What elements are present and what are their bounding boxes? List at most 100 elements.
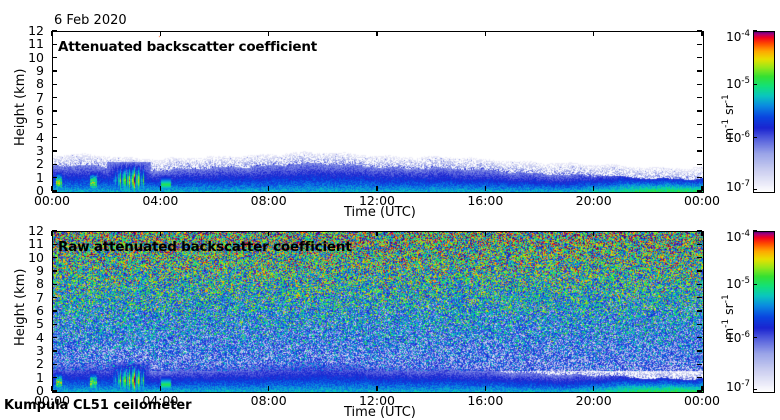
y-tick-p1-4 — [52, 137, 57, 139]
x-tick-label-p2-8: 08:00 — [250, 393, 287, 408]
x-tick-top-p2-12 — [376, 231, 378, 236]
colorbar-tick-label-cb1--6: 10-6 — [726, 129, 750, 145]
x-tick-p1-12 — [376, 186, 378, 191]
x-tick-top-p2-0 — [51, 231, 53, 236]
y-tick-p2-9 — [52, 270, 57, 272]
x-tick-label-p1-4: 04:00 — [142, 193, 179, 208]
y-tick-label-p1-0: 0 — [36, 183, 44, 198]
colorbar-tick-cb1--6 — [753, 137, 757, 139]
x-tick-p2-0 — [51, 386, 53, 391]
y-tick-p2-4 — [52, 337, 57, 339]
colorbar-panel1 — [753, 31, 775, 193]
colorbar-tick-label-cb1--7: 10-7 — [726, 179, 750, 194]
y-tick-label-p1-7: 7 — [36, 89, 44, 105]
x-tick-top-p1-16 — [484, 31, 486, 36]
date-label: 6 Feb 2020 — [54, 13, 127, 28]
y-tick-right-p1-0 — [697, 190, 702, 192]
y-tick-p2-5 — [52, 323, 57, 325]
y-tick-right-p2-9 — [697, 270, 702, 272]
colorbar-unit-exp2: -1 — [721, 94, 731, 104]
y-tick-label-p2-2: 2 — [36, 356, 44, 372]
colorbar-panel2 — [753, 231, 775, 393]
y-tick-label-p1-5: 5 — [36, 116, 44, 132]
y-tick-label-p2-6: 6 — [36, 303, 44, 318]
colorbar-tick-label-cb2--4: 10-4 — [726, 229, 750, 244]
y-tick-right-p1-7 — [697, 97, 702, 99]
y-tick-label-p1-1: 1 — [36, 169, 44, 185]
y-tick-label-p2-11: 11 — [28, 236, 44, 252]
y-tick-label-p1-3: 3 — [36, 143, 44, 158]
colorbar-tick-cb2--4 — [753, 230, 757, 232]
y-tick-right-p2-6 — [697, 310, 702, 312]
y-tick-label-p2-3: 3 — [36, 343, 44, 358]
y-tick-label-p2-4: 4 — [36, 329, 44, 345]
y-tick-p2-11 — [52, 243, 57, 245]
x-tick-p1-16 — [484, 186, 486, 191]
x-tick-label-p1-16: 16:00 — [467, 193, 504, 208]
y-tick-right-p2-8 — [697, 283, 702, 285]
y-tick-label-p1-8: 8 — [36, 76, 44, 92]
y-tick-right-p1-10 — [697, 57, 702, 59]
x-tick-p1-4 — [159, 186, 161, 191]
x-tick-p1-0 — [51, 186, 53, 191]
colorbar-tick-label-cb2--7: 10-7 — [726, 379, 750, 394]
y-tick-label-p2-0: 0 — [36, 383, 44, 398]
x-tick-label-p1-0: 00:00 — [33, 193, 71, 208]
panel-title-raw: Raw attenuated backscatter coefficient — [58, 239, 352, 255]
y-tick-p2-0 — [52, 390, 57, 392]
x-tick-top-p1-12 — [376, 31, 378, 36]
colorbar-gradient-panel2 — [754, 232, 774, 392]
y-tick-right-p2-4 — [697, 337, 702, 339]
y-tick-label-p2-12: 12 — [28, 223, 44, 238]
y-tick-right-p2-2 — [697, 363, 702, 365]
y-tick-p1-2 — [52, 163, 57, 165]
y-tick-label-p2-9: 9 — [36, 263, 44, 278]
y-tick-right-p1-6 — [697, 110, 702, 112]
y-tick-right-p1-9 — [697, 70, 702, 72]
y-tick-p1-7 — [52, 97, 57, 99]
colorbar-tick-cb1--7 — [753, 189, 757, 191]
colorbar-tick-cb2--5 — [753, 283, 757, 285]
y-tick-right-p2-1 — [697, 377, 702, 379]
panel-title-attenuated: Attenuated backscatter coefficient — [58, 39, 317, 55]
y-tick-label-p1-10: 10 — [28, 49, 44, 65]
colorbar-tick-cb2--7 — [753, 389, 757, 391]
x-tick-top-p2-4 — [159, 231, 161, 236]
y-tick-label-p1-6: 6 — [36, 103, 44, 118]
x-tick-label-p2-0: 00:00 — [33, 393, 71, 408]
y-tick-right-p1-3 — [697, 150, 702, 152]
x-tick-top-p1-20 — [593, 31, 595, 36]
x-axis-label-panel2: Time (UTC) — [344, 405, 416, 420]
y-tick-right-p1-5 — [697, 123, 702, 125]
y-tick-p2-8 — [52, 283, 57, 285]
x-tick-top-p1-4 — [159, 31, 161, 36]
colorbar-tick-label-cb1--5: 10-5 — [726, 76, 750, 92]
x-tick-label-p2-12: 12:00 — [358, 393, 396, 408]
y-tick-label-p2-8: 8 — [36, 276, 44, 292]
x-tick-label-p2-20: 20:00 — [575, 393, 612, 408]
y-tick-right-p1-8 — [697, 83, 702, 85]
x-tick-top-p2-24 — [701, 231, 703, 236]
y-tick-p2-1 — [52, 377, 57, 379]
x-tick-label-p1-24: 00:00 — [683, 193, 721, 208]
y-tick-p1-5 — [52, 123, 57, 125]
y-tick-label-p1-4: 4 — [36, 129, 44, 145]
y-tick-p1-1 — [52, 177, 57, 179]
y-tick-p1-0 — [52, 190, 57, 192]
colorbar-unit-exp2-p2: -1 — [721, 294, 731, 304]
y-tick-p1-10 — [52, 57, 57, 59]
colorbar-unit-sr: sr — [721, 103, 737, 119]
footer-station-label: Kumpula CL51 ceilometer — [4, 398, 192, 413]
y-tick-right-p1-12 — [697, 30, 702, 32]
x-tick-top-p1-8 — [268, 31, 270, 36]
y-tick-right-p2-12 — [697, 230, 702, 232]
x-tick-p1-8 — [268, 186, 270, 191]
y-tick-p2-2 — [52, 363, 57, 365]
y-tick-label-p1-2: 2 — [36, 156, 44, 172]
x-tick-top-p2-20 — [593, 231, 595, 236]
y-tick-right-p1-4 — [697, 137, 702, 139]
x-tick-label-p1-8: 08:00 — [250, 193, 287, 208]
x-tick-label-p1-12: 12:00 — [358, 193, 396, 208]
attenuated-backscatter-heatmap — [53, 32, 703, 192]
colorbar-tick-label-cb2--6: 10-6 — [726, 329, 750, 345]
